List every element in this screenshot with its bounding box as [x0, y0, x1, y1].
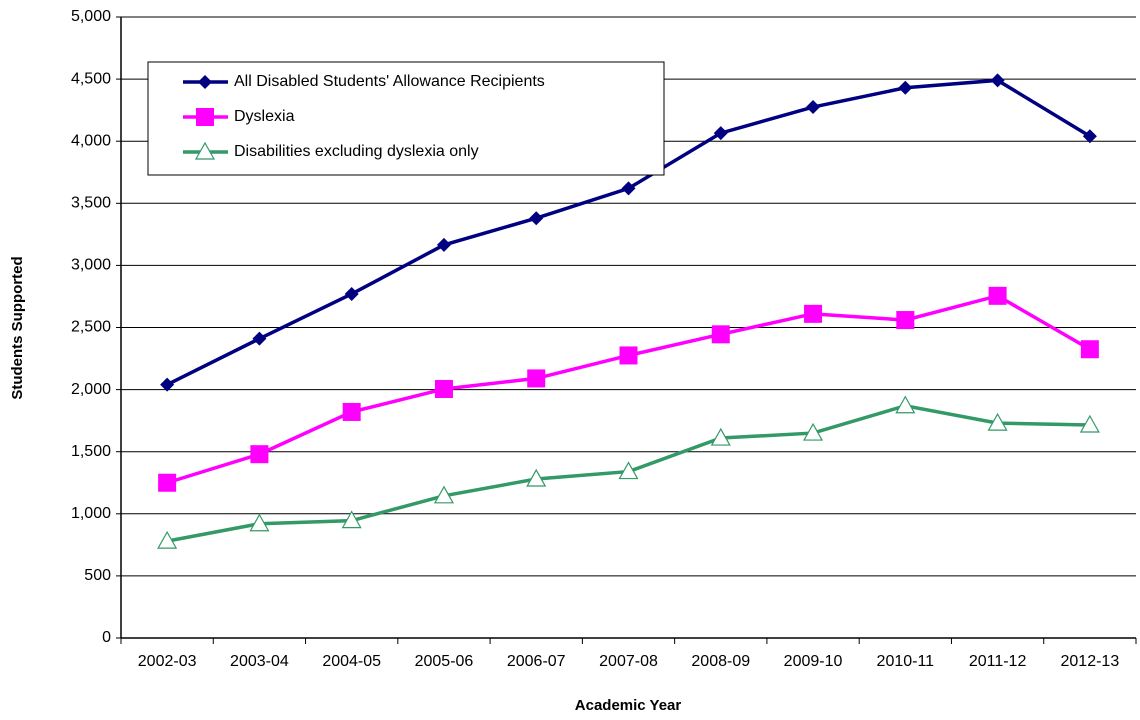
x-tick-label: 2011-12 — [969, 653, 1027, 670]
data-point — [619, 346, 638, 365]
legend-label: Dyslexia — [234, 108, 295, 125]
data-point — [804, 304, 823, 323]
y-tick-label: 500 — [84, 567, 111, 584]
data-point — [710, 427, 731, 446]
y-axis-title: Students Supported — [9, 256, 26, 399]
data-point — [898, 80, 913, 95]
y-tick-label: 2,000 — [71, 381, 111, 398]
data-point — [618, 461, 639, 480]
data-point — [433, 485, 454, 504]
data-point — [1080, 340, 1099, 359]
x-tick-label: 2007-08 — [599, 653, 658, 670]
data-point — [526, 468, 547, 487]
legend-label: Disabilities excluding dyslexia only — [234, 143, 479, 160]
legend-box — [147, 61, 665, 176]
data-point — [436, 237, 451, 252]
data-point — [987, 412, 1008, 431]
x-tick-label: 2009-10 — [784, 653, 843, 670]
x-tick-label: 2003-04 — [230, 653, 289, 670]
y-tick-label: 5,000 — [71, 8, 111, 25]
data-point — [252, 331, 267, 346]
data-point — [621, 181, 636, 196]
y-tick-label: 4,000 — [71, 132, 111, 149]
data-point — [1082, 129, 1097, 144]
x-tick-label: 2008-09 — [691, 653, 750, 670]
data-point — [711, 325, 730, 344]
data-point — [249, 513, 270, 532]
data-point — [342, 402, 361, 421]
x-tick-label: 2004-05 — [322, 653, 381, 670]
data-point — [990, 73, 1005, 88]
data-point — [803, 422, 824, 441]
y-tick-label: 3,000 — [71, 257, 111, 274]
data-point — [160, 377, 175, 392]
legend-marker — [198, 75, 212, 89]
y-tick-label: 1,500 — [71, 443, 111, 460]
data-point — [1079, 414, 1100, 433]
x-tick-label: 2006-07 — [507, 653, 566, 670]
data-point — [158, 473, 177, 492]
legend-label: All Disabled Students' Allowance Recipie… — [234, 73, 545, 90]
data-point — [341, 510, 362, 529]
x-tick-label: 2010-11 — [877, 653, 935, 670]
data-point — [895, 395, 916, 414]
x-axis-title: Academic Year — [575, 697, 682, 714]
data-point — [344, 286, 359, 301]
y-tick-label: 4,500 — [71, 70, 111, 87]
x-tick-label: 2005-06 — [415, 653, 474, 670]
data-point — [529, 211, 544, 226]
y-tick-label: 1,000 — [71, 505, 111, 522]
legend-marker — [196, 108, 214, 126]
y-tick-label: 3,500 — [71, 195, 111, 212]
y-tick-label: 0 — [102, 629, 111, 646]
legend: All Disabled Students' Allowance Recipie… — [147, 61, 665, 176]
x-tick-label: 2002-03 — [138, 653, 197, 670]
y-tick-label: 2,500 — [71, 319, 111, 336]
data-point — [250, 445, 269, 464]
data-point — [713, 126, 728, 141]
data-point — [896, 311, 915, 330]
data-point — [527, 369, 546, 388]
legend-marker — [194, 141, 216, 160]
data-point — [988, 286, 1007, 305]
data-point — [434, 379, 453, 398]
data-point — [806, 100, 821, 115]
data-point — [157, 530, 178, 549]
x-tick-label: 2012-13 — [1061, 653, 1120, 670]
